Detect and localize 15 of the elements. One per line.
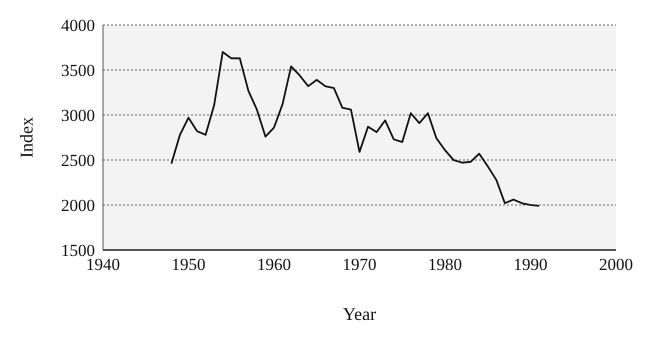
y-axis-title: Index bbox=[16, 117, 36, 158]
x-tick-label: 1960 bbox=[257, 255, 291, 274]
x-tick-label: 1950 bbox=[172, 255, 206, 274]
y-tick-label: 2500 bbox=[61, 151, 95, 170]
x-tick-label: 2000 bbox=[599, 255, 633, 274]
x-axis-title: Year bbox=[342, 304, 376, 324]
y-tick-label: 4000 bbox=[61, 16, 95, 36]
y-tick-label: 3000 bbox=[61, 106, 95, 126]
x-tick-label: 1980 bbox=[428, 255, 462, 274]
y-tick-label: 3500 bbox=[61, 61, 95, 80]
x-tick-label: 1970 bbox=[342, 255, 376, 274]
x-tick-label: 1990 bbox=[514, 255, 548, 274]
x-tick-label: 1940 bbox=[86, 255, 120, 274]
y-tick-label: 2000 bbox=[61, 196, 95, 216]
line-series bbox=[170, 51, 540, 207]
